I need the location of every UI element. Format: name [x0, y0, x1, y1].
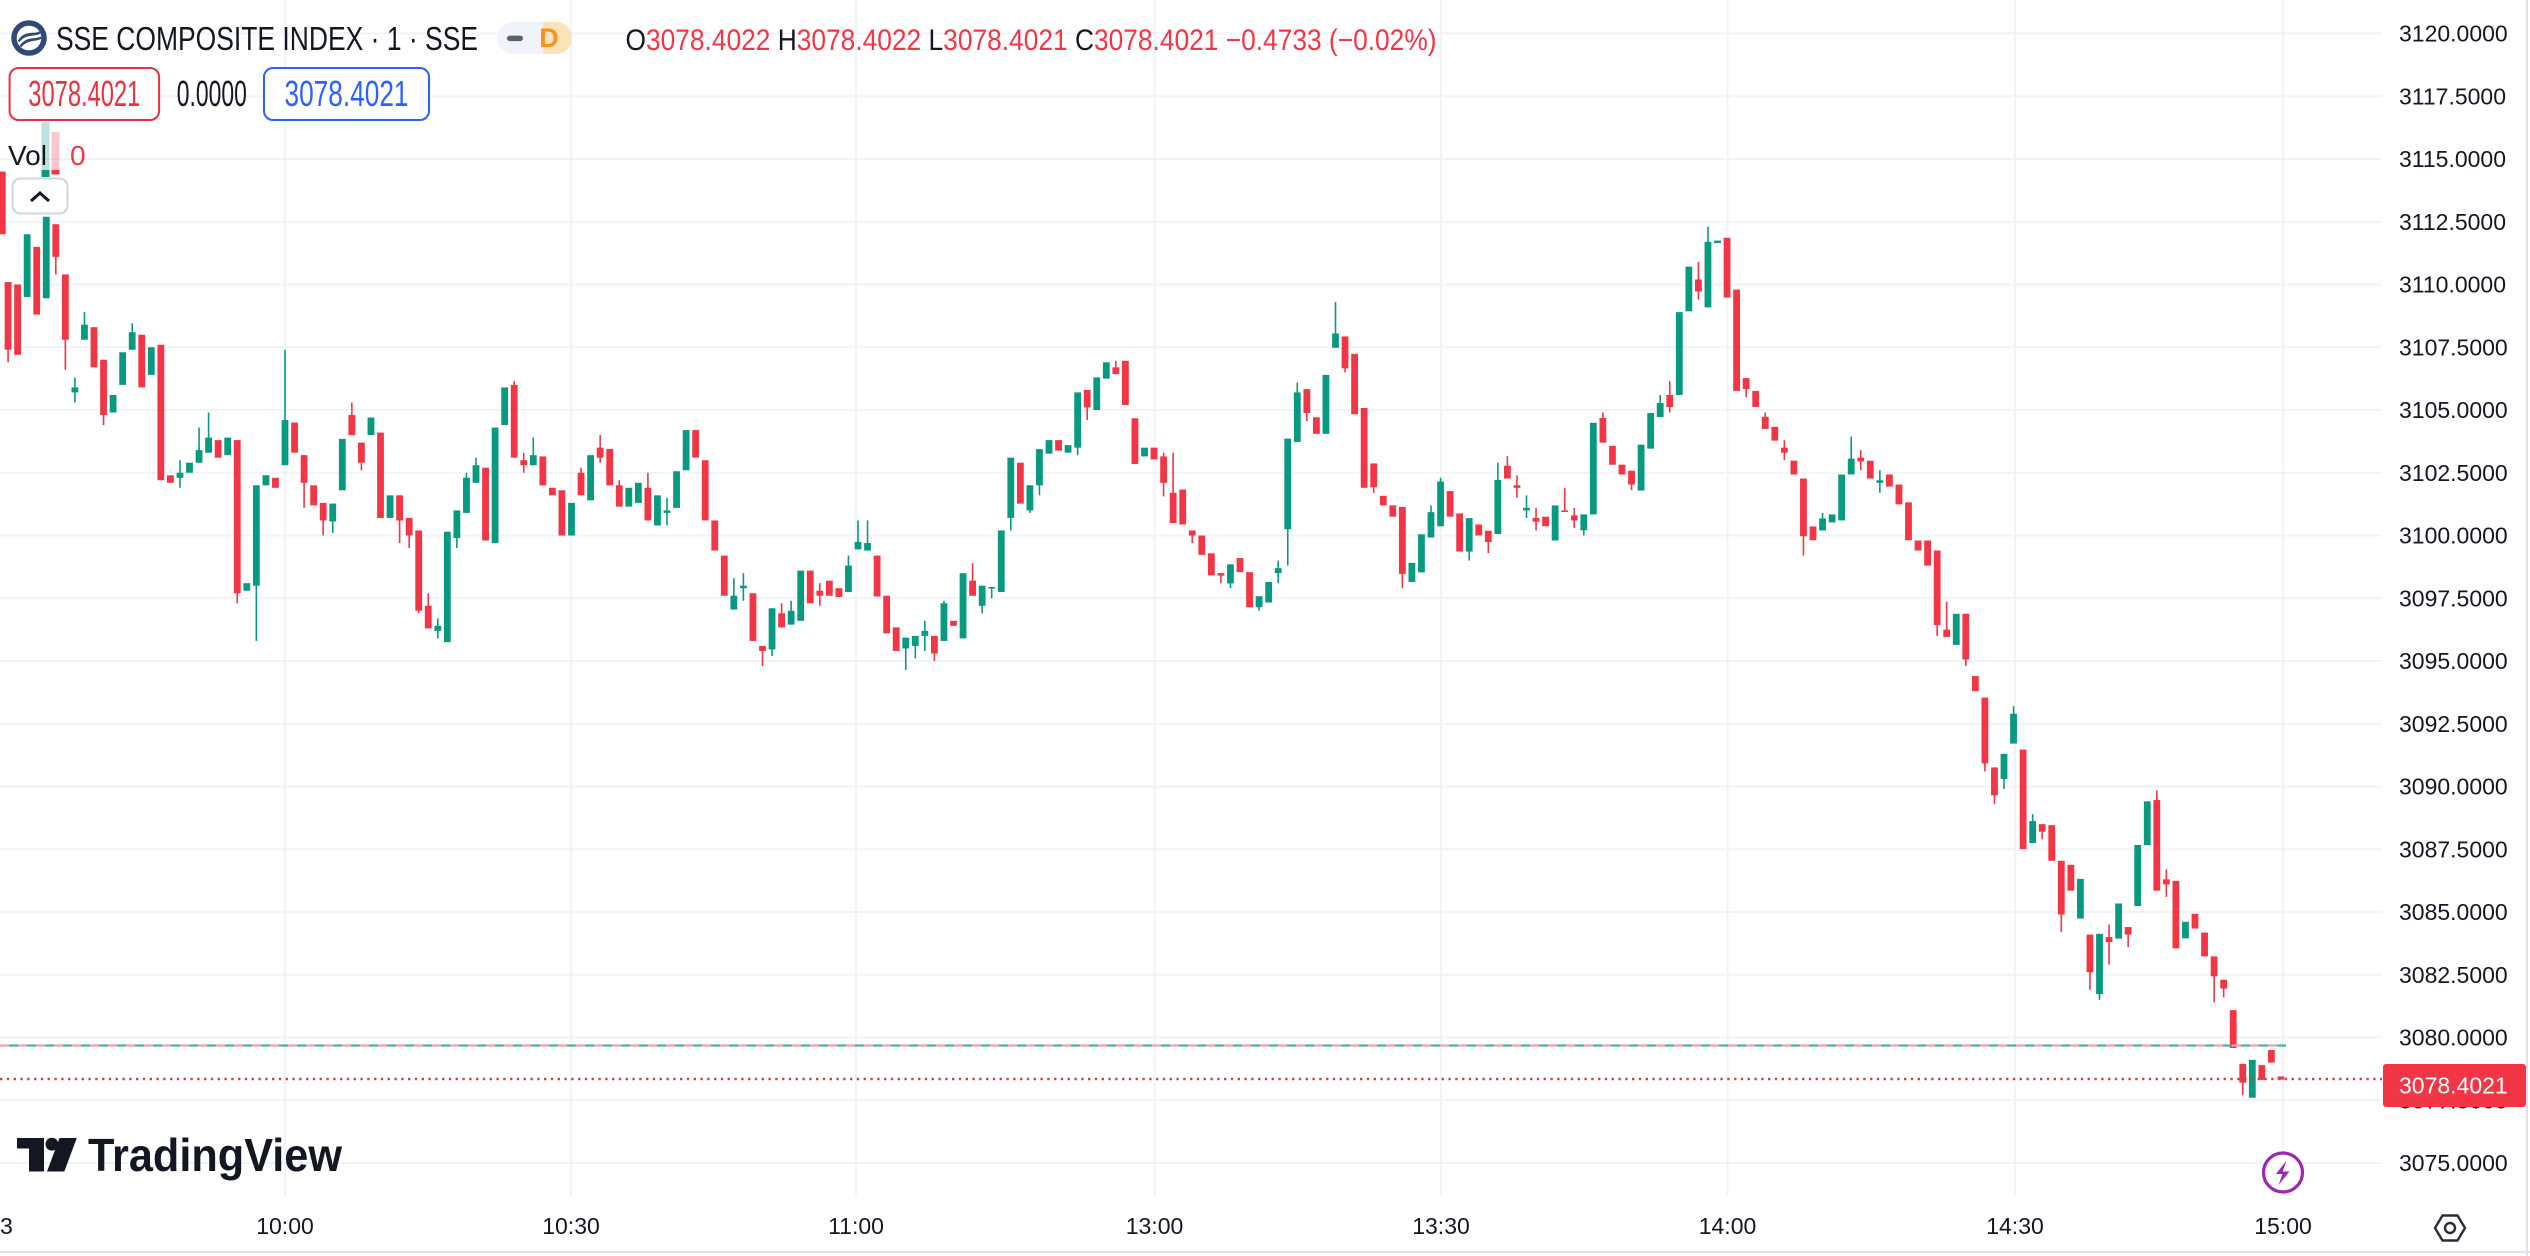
svg-text:3078.4021: 3078.4021 — [2399, 1073, 2508, 1099]
svg-text:15:00: 15:00 — [2254, 1213, 2312, 1239]
svg-text:10:00: 10:00 — [256, 1213, 314, 1239]
svg-text:3107.5000: 3107.5000 — [2399, 334, 2508, 360]
svg-text:3117.5000: 3117.5000 — [2399, 83, 2506, 109]
svg-text:0: 0 — [70, 140, 86, 171]
svg-text:SSE COMPOSITE INDEX · 1 · SSE: SSE COMPOSITE INDEX · 1 · SSE — [56, 20, 478, 57]
svg-text:3112.5000: 3112.5000 — [2399, 209, 2506, 235]
svg-text:Vol: Vol — [8, 140, 47, 171]
svg-text:3105.0000: 3105.0000 — [2399, 397, 2508, 423]
svg-text:3080.0000: 3080.0000 — [2399, 1025, 2508, 1051]
svg-text:3120.0000: 3120.0000 — [2399, 21, 2508, 47]
svg-text:3102.5000: 3102.5000 — [2399, 460, 2508, 486]
svg-text:3100.0000: 3100.0000 — [2399, 523, 2508, 549]
svg-text:3085.0000: 3085.0000 — [2399, 899, 2508, 925]
svg-text:D: D — [539, 23, 559, 53]
svg-text:3082.5000: 3082.5000 — [2399, 962, 2508, 988]
svg-text:3097.5000: 3097.5000 — [2399, 585, 2508, 611]
svg-text:3090.0000: 3090.0000 — [2399, 774, 2508, 800]
svg-text:3110.0000: 3110.0000 — [2399, 272, 2506, 298]
svg-text:13:00: 13:00 — [1126, 1213, 1184, 1239]
svg-text:14:00: 14:00 — [1699, 1213, 1757, 1239]
svg-text:3078.4021: 3078.4021 — [285, 73, 409, 114]
svg-text:11:00: 11:00 — [828, 1213, 884, 1239]
svg-text:O3078.4022 H3078.4022 L3078.40: O3078.4022 H3078.4022 L3078.4021 C3078.4… — [626, 24, 1437, 57]
svg-text:0.0000: 0.0000 — [177, 73, 247, 114]
svg-text:3: 3 — [0, 1213, 13, 1239]
svg-text:13:30: 13:30 — [1412, 1213, 1470, 1239]
svg-text:3095.0000: 3095.0000 — [2399, 648, 2508, 674]
svg-text:3075.0000: 3075.0000 — [2399, 1150, 2508, 1176]
svg-text:10:30: 10:30 — [542, 1213, 600, 1239]
svg-text:14:30: 14:30 — [1986, 1213, 2044, 1239]
svg-text:3078.4021: 3078.4021 — [28, 73, 140, 114]
svg-text:TradingView: TradingView — [88, 1129, 342, 1181]
svg-text:3115.0000: 3115.0000 — [2399, 146, 2506, 172]
svg-text:3092.5000: 3092.5000 — [2399, 711, 2508, 737]
svg-text:3087.5000: 3087.5000 — [2399, 836, 2508, 862]
